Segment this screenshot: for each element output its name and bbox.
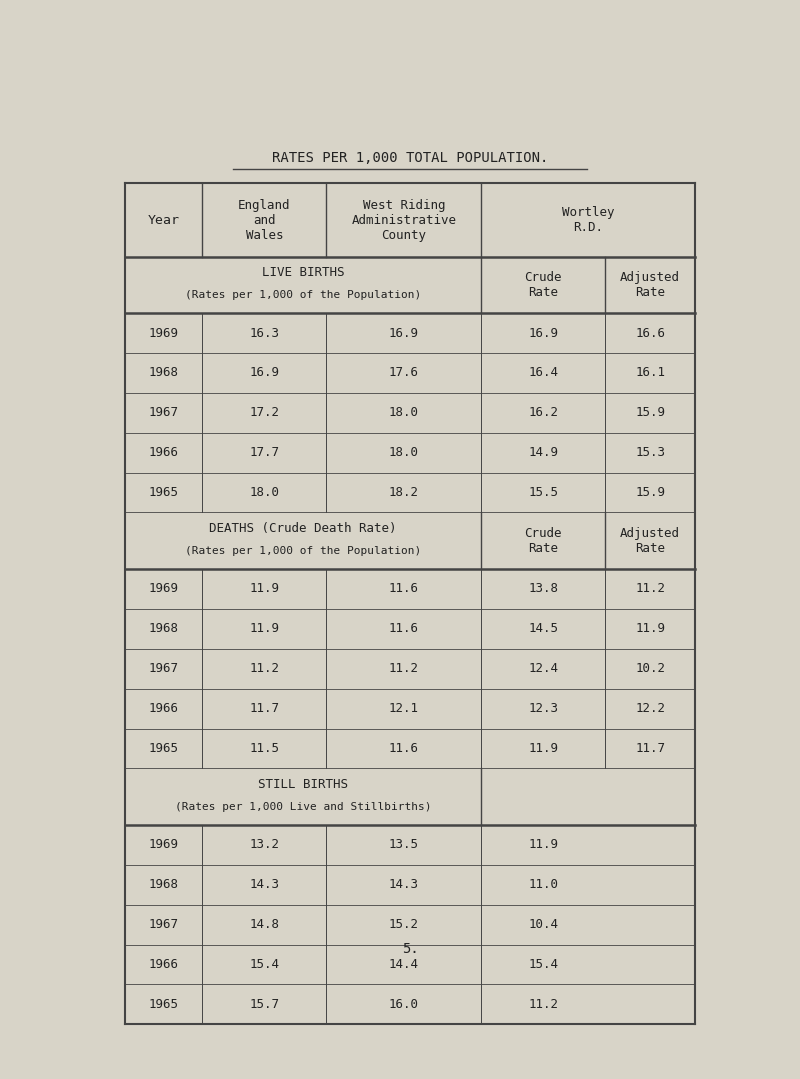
Text: 11.9: 11.9 [250, 623, 279, 636]
Text: 11.6: 11.6 [389, 583, 419, 596]
Text: 11.2: 11.2 [250, 663, 279, 675]
Text: 11.5: 11.5 [250, 742, 279, 755]
Text: Year: Year [147, 214, 179, 227]
Text: 1967: 1967 [149, 918, 178, 931]
Text: 1968: 1968 [149, 878, 178, 891]
Text: 11.2: 11.2 [528, 998, 558, 1011]
Text: 11.9: 11.9 [528, 742, 558, 755]
Text: 15.3: 15.3 [635, 447, 666, 460]
Text: 17.2: 17.2 [250, 407, 279, 420]
Text: 11.7: 11.7 [250, 702, 279, 715]
Text: 16.2: 16.2 [528, 407, 558, 420]
Text: 15.5: 15.5 [528, 486, 558, 500]
Text: 11.0: 11.0 [528, 878, 558, 891]
Text: 17.7: 17.7 [250, 447, 279, 460]
Text: RATES PER 1,000 TOTAL POPULATION.: RATES PER 1,000 TOTAL POPULATION. [272, 151, 548, 165]
Text: 16.9: 16.9 [389, 327, 419, 340]
Text: STILL BIRTHS: STILL BIRTHS [258, 778, 348, 791]
Text: 16.0: 16.0 [389, 998, 419, 1011]
Text: 11.9: 11.9 [635, 623, 666, 636]
Text: 13.8: 13.8 [528, 583, 558, 596]
Text: England
and
Wales: England and Wales [238, 199, 290, 242]
Text: (Rates per 1,000 of the Population): (Rates per 1,000 of the Population) [185, 546, 421, 556]
Text: 1966: 1966 [149, 447, 178, 460]
Text: 16.9: 16.9 [528, 327, 558, 340]
Text: 5.: 5. [402, 942, 418, 956]
Text: 12.4: 12.4 [528, 663, 558, 675]
Text: DEATHS (Crude Death Rate): DEATHS (Crude Death Rate) [210, 522, 397, 535]
Text: (Rates per 1,000 Live and Stillbirths): (Rates per 1,000 Live and Stillbirths) [175, 802, 431, 811]
Text: 15.7: 15.7 [250, 998, 279, 1011]
Text: 1965: 1965 [149, 486, 178, 500]
Text: 13.2: 13.2 [250, 838, 279, 851]
Text: 16.9: 16.9 [250, 367, 279, 380]
Text: 11.7: 11.7 [635, 742, 666, 755]
Text: 16.1: 16.1 [635, 367, 666, 380]
Text: 14.3: 14.3 [250, 878, 279, 891]
Text: 14.9: 14.9 [528, 447, 558, 460]
Text: 13.5: 13.5 [389, 838, 419, 851]
Text: 14.3: 14.3 [389, 878, 419, 891]
Text: Crude
Rate: Crude Rate [525, 271, 562, 299]
Text: 12.3: 12.3 [528, 702, 558, 715]
Text: Adjusted
Rate: Adjusted Rate [620, 271, 680, 299]
Text: 1966: 1966 [149, 702, 178, 715]
Text: 15.4: 15.4 [528, 958, 558, 971]
Text: 14.8: 14.8 [250, 918, 279, 931]
Text: 1969: 1969 [149, 583, 178, 596]
Text: 15.9: 15.9 [635, 407, 666, 420]
Text: 16.4: 16.4 [528, 367, 558, 380]
Text: 11.9: 11.9 [250, 583, 279, 596]
Text: 17.6: 17.6 [389, 367, 419, 380]
Text: (Rates per 1,000 of the Population): (Rates per 1,000 of the Population) [185, 290, 421, 300]
Text: 16.3: 16.3 [250, 327, 279, 340]
Text: 10.2: 10.2 [635, 663, 666, 675]
Text: 15.2: 15.2 [389, 918, 419, 931]
Text: 18.0: 18.0 [389, 447, 419, 460]
Text: 1969: 1969 [149, 327, 178, 340]
Text: LIVE BIRTHS: LIVE BIRTHS [262, 265, 344, 278]
Text: 11.6: 11.6 [389, 742, 419, 755]
Text: 18.0: 18.0 [389, 407, 419, 420]
Text: 1969: 1969 [149, 838, 178, 851]
Text: 1965: 1965 [149, 998, 178, 1011]
Text: 15.4: 15.4 [250, 958, 279, 971]
Text: 18.2: 18.2 [389, 486, 419, 500]
Text: 18.0: 18.0 [250, 486, 279, 500]
Text: 1967: 1967 [149, 407, 178, 420]
Text: 10.4: 10.4 [528, 918, 558, 931]
Text: 15.9: 15.9 [635, 486, 666, 500]
Text: 1967: 1967 [149, 663, 178, 675]
Text: Crude
Rate: Crude Rate [525, 527, 562, 555]
Text: 16.6: 16.6 [635, 327, 666, 340]
Text: 1966: 1966 [149, 958, 178, 971]
Text: 12.1: 12.1 [389, 702, 419, 715]
Text: 11.2: 11.2 [389, 663, 419, 675]
Text: 11.9: 11.9 [528, 838, 558, 851]
Text: Adjusted
Rate: Adjusted Rate [620, 527, 680, 555]
Text: 11.2: 11.2 [635, 583, 666, 596]
Text: 1965: 1965 [149, 742, 178, 755]
Text: 14.4: 14.4 [389, 958, 419, 971]
Text: West Riding
Administrative
County: West Riding Administrative County [351, 199, 456, 242]
Text: 14.5: 14.5 [528, 623, 558, 636]
Text: Wortley
R.D.: Wortley R.D. [562, 206, 614, 234]
Text: 11.6: 11.6 [389, 623, 419, 636]
Text: 1968: 1968 [149, 367, 178, 380]
Text: 12.2: 12.2 [635, 702, 666, 715]
Text: 1968: 1968 [149, 623, 178, 636]
